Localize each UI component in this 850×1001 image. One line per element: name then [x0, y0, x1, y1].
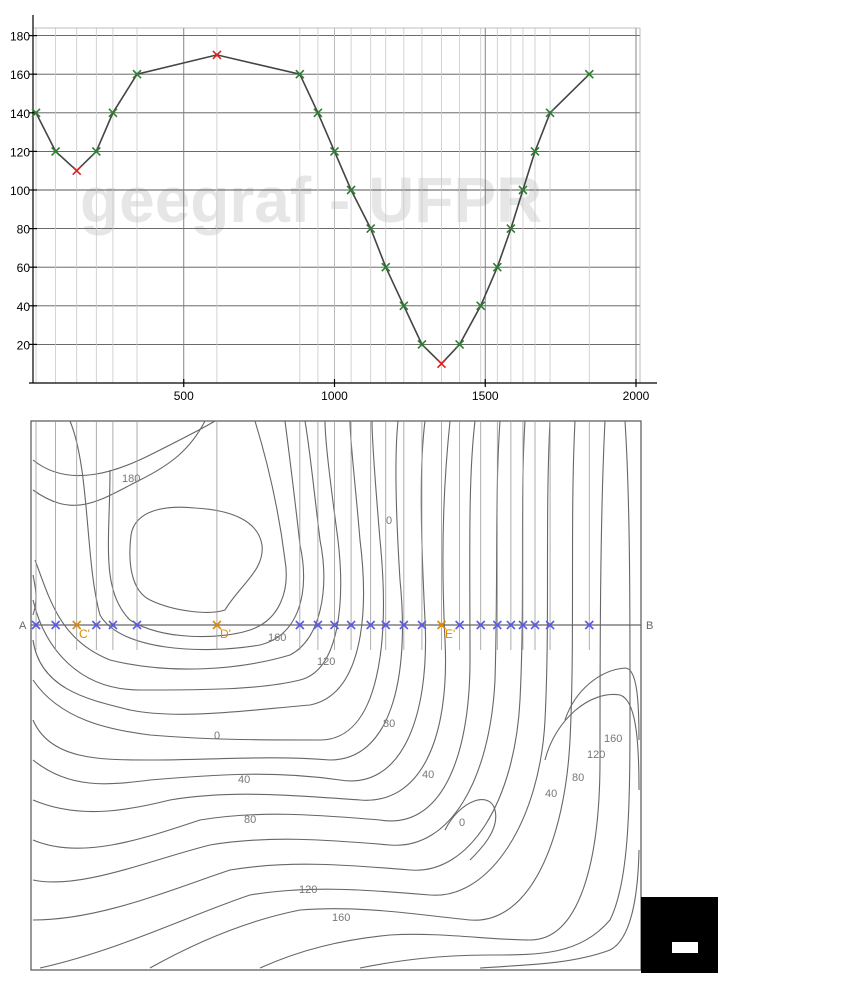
contour-label: 80	[244, 814, 256, 826]
y-tick-label: 120	[10, 145, 30, 159]
section-point-marker	[108, 620, 118, 630]
section-point-marker	[530, 620, 540, 630]
section-point-marker	[51, 620, 61, 630]
profile-point-marker	[436, 359, 447, 369]
profile-point-marker	[51, 146, 61, 156]
x-tick-label: 1000	[321, 389, 348, 403]
profile-point-marker	[313, 108, 323, 118]
profile-point-marker	[108, 108, 118, 118]
point-label-e: E'	[445, 627, 455, 641]
section-point-marker	[584, 620, 594, 630]
y-tick-label: 80	[17, 223, 31, 237]
section-point-marker	[132, 620, 142, 630]
contour-labels: 180 0 160 120 80 0 40 40 80 160 120 80 4…	[122, 473, 622, 924]
section-point-marker	[381, 620, 391, 630]
special-point-marker	[212, 620, 222, 630]
profile-point-marker	[366, 224, 376, 234]
x-tick-label: 500	[174, 389, 194, 403]
watermark-text: geegraf - UFPR	[80, 164, 542, 236]
contour-label: 120	[317, 656, 335, 668]
y-tick-label: 40	[17, 300, 31, 314]
special-point-labels: C' D' E'	[79, 627, 455, 641]
profile-series-line	[35, 54, 590, 365]
section-point-marker	[31, 620, 41, 630]
section-point-marker	[366, 620, 376, 630]
contour-label: 80	[572, 772, 584, 784]
contour-label: 0	[214, 730, 220, 742]
section-end-label: B	[646, 620, 653, 632]
profile-point-marker	[295, 69, 305, 79]
map-frame	[30, 420, 642, 971]
y-tick-label: 140	[10, 107, 30, 121]
section-point-marker	[545, 620, 555, 630]
contour-label: 120	[299, 884, 317, 896]
contour-label: 80	[383, 718, 395, 730]
chart-tick-labels: 20 40 60 80 100 120 140 160 180 500 1000 1500 2000	[10, 30, 650, 403]
profile-point-marker	[492, 262, 502, 272]
profile-point-marker	[31, 108, 41, 118]
section-point-marker	[506, 620, 516, 630]
profile-markers	[31, 50, 594, 369]
section-point-marker	[518, 620, 528, 630]
profile-point-marker	[455, 339, 465, 349]
profile-point-marker	[381, 262, 391, 272]
y-tick-label: 100	[10, 184, 30, 198]
contour-label: 160	[268, 632, 286, 644]
section-point-marker	[329, 620, 340, 630]
y-tick-label: 180	[10, 30, 30, 44]
y-tick-label: 60	[17, 261, 31, 275]
projection-lines	[35, 421, 590, 650]
section-point-marker	[492, 620, 502, 630]
x-tick-label: 2000	[623, 389, 650, 403]
contour-lines	[32, 420, 640, 969]
profile-point-marker	[545, 108, 555, 118]
contour-label: 40	[545, 788, 557, 800]
contour-label: 0	[459, 817, 465, 829]
x-tick-label: 1500	[472, 389, 499, 403]
contour-label: 120	[587, 749, 605, 761]
y-tick-label: 20	[17, 338, 31, 352]
profile-point-marker	[132, 69, 142, 79]
point-label-c: C'	[79, 627, 90, 641]
profile-point-marker	[91, 146, 101, 156]
elevation-profile-chart: geegraf - UFPR 20 40 60 80 100 120 140 160 180 50…	[10, 15, 657, 403]
contour-label: 40	[422, 769, 434, 781]
section-markers	[31, 620, 594, 630]
chart-axes	[29, 15, 657, 387]
profile-point-marker	[346, 185, 356, 195]
section-point-marker	[313, 620, 323, 630]
scale-box	[641, 897, 718, 973]
profile-point-marker	[417, 339, 427, 349]
contour-label: 180	[122, 473, 140, 485]
section-point-marker	[346, 620, 356, 630]
profile-point-marker	[476, 301, 486, 311]
profile-point-marker	[212, 50, 222, 60]
contour-label: 160	[332, 912, 350, 924]
profile-point-marker	[329, 146, 340, 156]
profile-point-marker	[72, 166, 82, 176]
section-point-marker	[476, 620, 486, 630]
profile-point-marker	[399, 301, 409, 311]
profile-point-marker	[506, 224, 516, 234]
point-label-d: D'	[220, 627, 231, 641]
contour-label: 40	[238, 774, 250, 786]
section-point-marker	[455, 620, 465, 630]
section-point-marker	[417, 620, 427, 630]
contour-label: 0	[386, 515, 392, 527]
section-start-label: A	[19, 620, 27, 632]
section-point-marker	[399, 620, 409, 630]
contour-label: 160	[604, 733, 622, 745]
chart-grid	[33, 27, 641, 383]
y-tick-label: 160	[10, 68, 30, 82]
profile-point-marker	[584, 69, 594, 79]
special-point-marker	[436, 620, 447, 630]
section-point-marker	[91, 620, 101, 630]
section-point-marker	[295, 620, 305, 630]
profile-point-marker	[518, 185, 528, 195]
profile-point-marker	[530, 146, 540, 156]
special-point-marker	[72, 620, 82, 630]
